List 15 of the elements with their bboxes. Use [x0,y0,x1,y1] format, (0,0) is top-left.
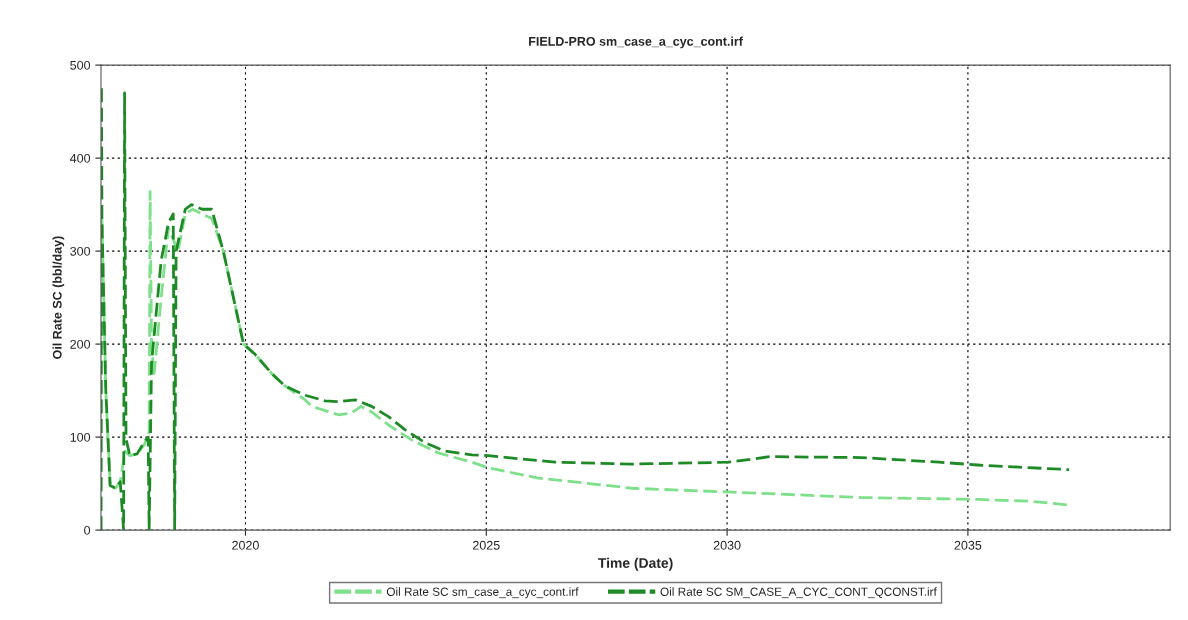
y-tick-label: 200 [70,339,91,349]
y-tick-label: 0 [84,525,91,535]
x-tick-label: 2030 [713,540,741,550]
x-tick-label: 2020 [232,540,259,550]
chart-title: FIELD-PRO sm_case_a_cyc_cont.irf [529,36,743,49]
x-tick-label: 2025 [473,540,500,550]
y-tick-label: 400 [70,153,91,163]
x-tick-label: 2035 [954,540,982,550]
legend-label: Oil Rate SC SM_CASE_A_CYC_CONT_QCONST.irf [660,587,937,599]
x-axis-title: Time (Date) [598,557,673,571]
y-axis-title: Oil Rate SC (bbl/day) [52,236,65,359]
y-tick-label: 500 [70,60,91,70]
legend-label: Oil Rate SC sm_case_a_cyc_cont.irf [386,587,579,599]
y-tick-label: 300 [70,246,91,256]
y-tick-label: 100 [70,432,91,442]
